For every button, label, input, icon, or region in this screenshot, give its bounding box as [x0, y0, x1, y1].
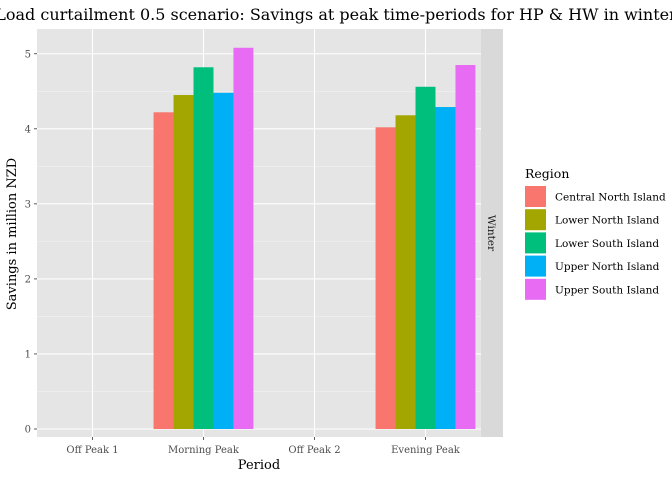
facet-label: Winter — [485, 215, 497, 252]
legend-entry-label: Central North Island — [555, 192, 666, 204]
y-tick-label: 5 — [25, 49, 31, 60]
bar — [455, 65, 476, 430]
y-axis-title: Savings in million NZD — [5, 158, 20, 310]
legend-entry-label: Upper North Island — [555, 261, 660, 273]
y-tick-label: 1 — [25, 349, 31, 360]
bar — [153, 112, 174, 430]
x-tick-label: Evening Peak — [391, 445, 461, 456]
bar — [395, 115, 416, 429]
legend-swatch — [525, 278, 546, 300]
bar — [193, 67, 214, 429]
y-tick-label: 4 — [25, 124, 31, 135]
bar — [415, 86, 436, 429]
x-tick-label: Off Peak 1 — [66, 445, 118, 456]
bar — [375, 127, 396, 430]
legend-entry-label: Upper South Island — [555, 284, 659, 296]
bar — [173, 95, 194, 430]
legend-swatch — [525, 209, 546, 231]
bar — [233, 47, 254, 430]
legend-entry-label: Lower North Island — [555, 215, 660, 227]
legend-swatch — [525, 186, 546, 207]
x-axis-title: Period — [238, 458, 280, 473]
bars — [153, 47, 476, 430]
x-tick-label: Off Peak 2 — [288, 445, 340, 456]
legend-swatch — [525, 255, 546, 277]
y-tick-label: 2 — [25, 274, 31, 285]
y-axis-ticks: 0 1 2 3 4 5 — [25, 49, 37, 436]
legend: Central North Island Lower North Island Lo… — [525, 186, 666, 300]
x-axis-ticks: Off Peak 1 Morning Peak Off Peak 2 Evening … — [66, 437, 461, 456]
legend-entry-label: Lower South Island — [555, 238, 659, 250]
x-tick-label: Morning Peak — [168, 445, 240, 456]
bar — [213, 92, 234, 429]
chart-title: Load curtailment 0.5 scenario: Savings a… — [0, 5, 672, 24]
y-tick-label: 3 — [25, 199, 31, 210]
facet-strip — [481, 29, 503, 437]
bar — [435, 107, 456, 429]
y-tick-label: 0 — [25, 425, 31, 436]
legend-title: Region — [525, 166, 569, 181]
legend-swatch — [525, 232, 546, 254]
